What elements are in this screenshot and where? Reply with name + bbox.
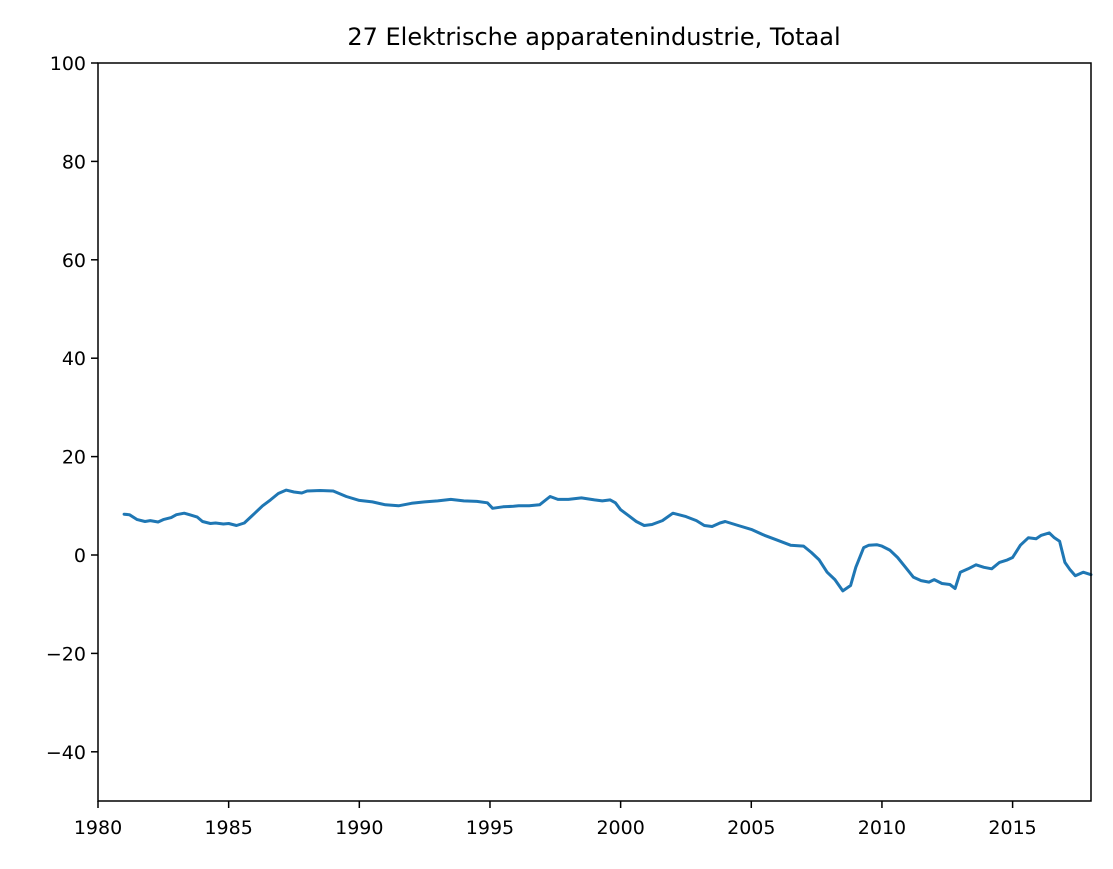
y-tick-label: −20	[46, 643, 86, 665]
y-tick-label: −40	[46, 742, 86, 764]
y-tick-label: 40	[62, 348, 86, 370]
x-tick-label: 2015	[988, 817, 1036, 839]
plot-frame	[97, 62, 1092, 802]
x-tick-label: 2010	[858, 817, 906, 839]
x-tick-label: 2000	[596, 817, 644, 839]
y-tick-label: 20	[62, 447, 86, 469]
chart-title: 27 Elektrische apparatenindustrie, Totaa…	[347, 23, 840, 51]
y-axis: 100 80 60 40 20 0 −20 −40	[46, 53, 98, 764]
plot-area	[122, 488, 1093, 593]
y-tick-label: 80	[62, 151, 86, 173]
x-tick-label: 1995	[466, 817, 514, 839]
x-tick-label: 2005	[727, 817, 775, 839]
x-axis: 1980 1985 1990 1995 2000 2005 2010 2015	[74, 801, 1037, 839]
x-tick-label: 1990	[335, 817, 383, 839]
y-tick-label: 100	[50, 53, 86, 75]
y-tick-label: 60	[62, 250, 86, 272]
series-line	[122, 488, 1093, 593]
x-tick-label: 1980	[74, 817, 122, 839]
y-tick-label: 0	[74, 545, 86, 567]
x-tick-label: 1985	[204, 817, 252, 839]
